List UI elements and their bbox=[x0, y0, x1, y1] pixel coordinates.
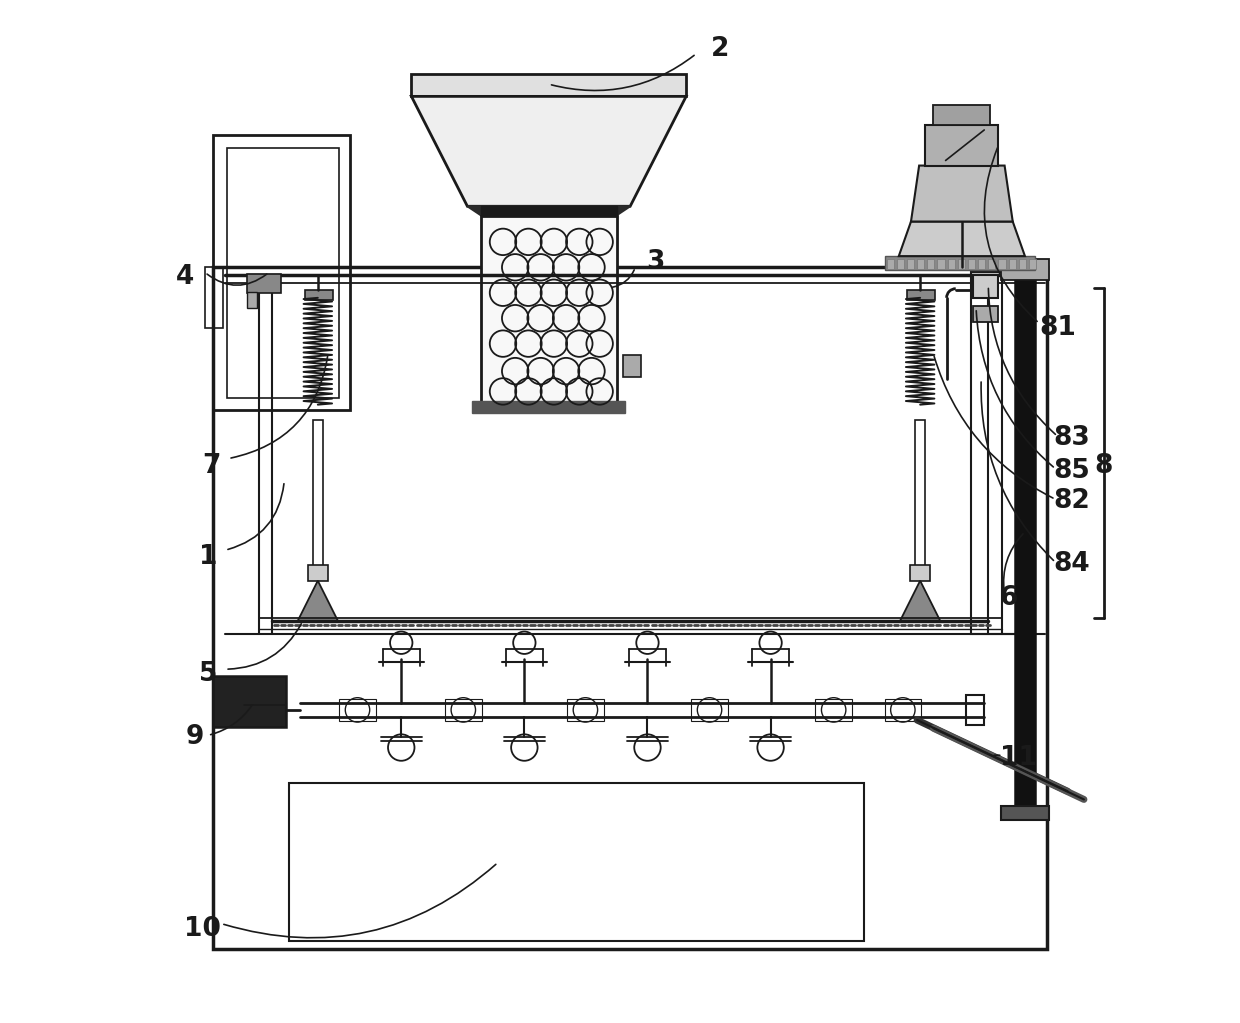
Text: 11: 11 bbox=[1001, 745, 1038, 770]
Bar bbox=[968, 259, 975, 269]
Bar bbox=[910, 566, 930, 581]
Bar bbox=[973, 275, 998, 298]
Bar bbox=[906, 259, 914, 269]
Polygon shape bbox=[412, 96, 686, 207]
Polygon shape bbox=[911, 166, 1013, 222]
Bar bbox=[928, 259, 935, 269]
Bar bbox=[691, 699, 728, 721]
Text: 84: 84 bbox=[1054, 551, 1090, 577]
Text: 2: 2 bbox=[711, 36, 729, 61]
Bar bbox=[213, 135, 351, 410]
Bar bbox=[988, 259, 996, 269]
Bar bbox=[1019, 259, 1025, 269]
Bar bbox=[934, 104, 991, 125]
Bar bbox=[897, 259, 904, 269]
Bar bbox=[973, 306, 998, 322]
Bar bbox=[937, 259, 945, 269]
Bar bbox=[906, 290, 935, 300]
Bar bbox=[481, 217, 618, 405]
Text: 81: 81 bbox=[1039, 315, 1076, 342]
Bar bbox=[884, 699, 921, 721]
Bar bbox=[887, 259, 894, 269]
Bar bbox=[308, 566, 329, 581]
Bar bbox=[622, 355, 641, 377]
Text: 8: 8 bbox=[1094, 453, 1112, 479]
Bar bbox=[925, 125, 998, 166]
Bar bbox=[816, 699, 852, 721]
Bar bbox=[998, 259, 1006, 269]
Bar bbox=[312, 419, 322, 573]
Bar bbox=[966, 695, 985, 725]
Bar bbox=[247, 274, 281, 293]
Bar bbox=[445, 699, 481, 721]
Text: 9: 9 bbox=[186, 724, 203, 751]
Bar bbox=[957, 259, 965, 269]
Text: 10: 10 bbox=[185, 916, 221, 941]
Polygon shape bbox=[900, 581, 940, 621]
Bar bbox=[481, 207, 618, 219]
Bar bbox=[1029, 259, 1037, 269]
Bar bbox=[305, 290, 334, 300]
Text: 7: 7 bbox=[202, 453, 221, 479]
Bar bbox=[884, 256, 1035, 270]
Text: 82: 82 bbox=[1053, 488, 1090, 515]
Bar bbox=[213, 267, 1048, 949]
Bar bbox=[947, 259, 955, 269]
Bar bbox=[1014, 277, 1035, 811]
Bar bbox=[247, 292, 257, 308]
Text: 3: 3 bbox=[646, 250, 665, 275]
Text: 6: 6 bbox=[999, 585, 1018, 611]
Text: 83: 83 bbox=[1053, 426, 1090, 451]
Bar bbox=[1008, 259, 1016, 269]
Bar bbox=[1001, 259, 1049, 279]
Bar bbox=[412, 74, 686, 96]
Text: 1: 1 bbox=[198, 544, 217, 570]
Polygon shape bbox=[467, 207, 630, 217]
Bar bbox=[205, 267, 223, 328]
Bar bbox=[227, 148, 340, 398]
Bar bbox=[1001, 805, 1049, 819]
Polygon shape bbox=[899, 222, 1025, 256]
Bar bbox=[915, 419, 925, 573]
Text: 4: 4 bbox=[175, 265, 193, 291]
Bar bbox=[567, 699, 604, 721]
Bar bbox=[472, 401, 625, 413]
Text: 85: 85 bbox=[1053, 458, 1090, 484]
Polygon shape bbox=[298, 581, 339, 621]
Bar bbox=[289, 784, 864, 941]
Bar bbox=[340, 699, 376, 721]
Bar bbox=[971, 272, 1032, 633]
Bar bbox=[978, 259, 986, 269]
Bar bbox=[213, 676, 286, 727]
Text: 5: 5 bbox=[198, 661, 217, 687]
Bar bbox=[918, 259, 924, 269]
